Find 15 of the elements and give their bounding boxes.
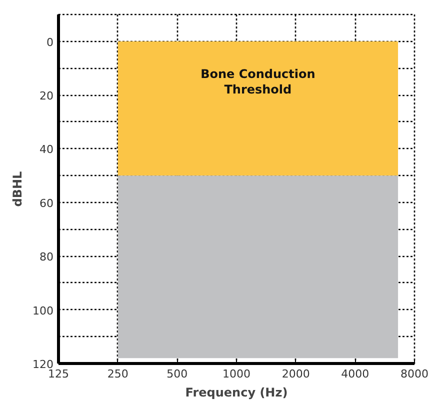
y-tick-label: 40	[40, 143, 54, 156]
x-tick-label: 250	[107, 368, 128, 380]
y-tick-label: 20	[40, 90, 54, 103]
y-tick-label: 60	[40, 196, 54, 210]
y-tick-label: 0	[46, 36, 54, 49]
x-tick-label: 4000	[341, 368, 370, 380]
y-axis-title: dBHL	[10, 170, 25, 207]
x-axis-title: Frequency (Hz)	[185, 386, 288, 400]
x-tick-label: 1000	[222, 368, 251, 380]
annotation: Bone Conduction Threshold	[200, 66, 316, 96]
x-tick-label: 500	[166, 368, 188, 380]
y-tick-label: 80	[40, 250, 54, 264]
x-tick-label: 8000	[400, 368, 429, 380]
y-tick-label: 100	[32, 304, 54, 318]
x-tick-label: 2000	[282, 368, 310, 380]
